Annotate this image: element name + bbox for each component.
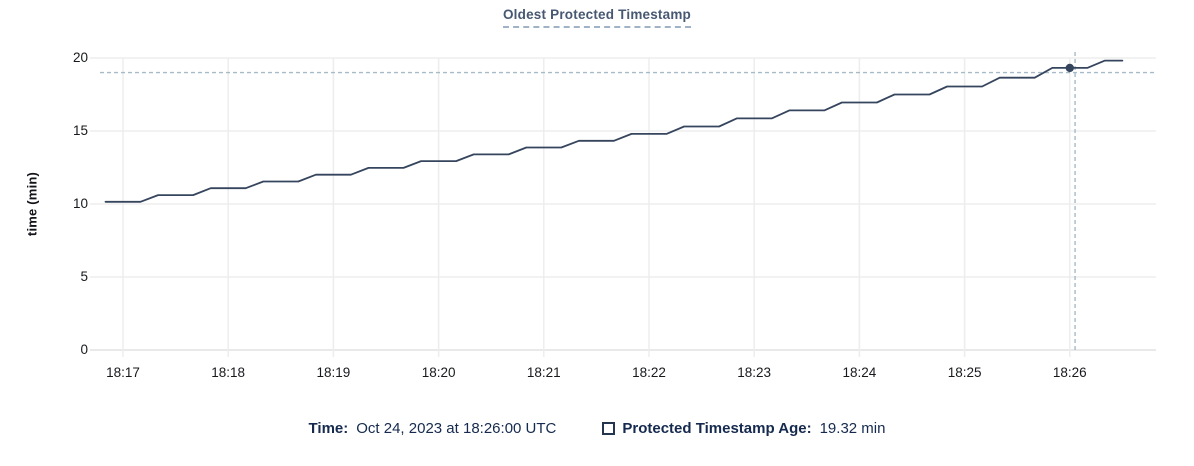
series-line [104, 59, 1124, 203]
y-tick-label: 15 [72, 123, 88, 138]
x-tick-label: 18:17 [106, 365, 140, 380]
legend-series-swatch-icon[interactable] [602, 422, 616, 435]
plot-area[interactable]: time (min) 0 5 10 15 20 18:17 18:18 18:19 18:20… [0, 0, 1194, 400]
chart-title-row: Oldest Protected Timestamp [0, 6, 1194, 28]
legend-series-item: Protected Timestamp Age: 19.32 min [602, 420, 885, 437]
x-tick-label: 18:20 [421, 365, 456, 380]
legend-time-value: Oct 24, 2023 at 18:26:00 UTC [356, 420, 557, 437]
chart-title[interactable]: Oldest Protected Timestamp [502, 7, 691, 28]
x-tick-label: 18:23 [737, 365, 772, 380]
x-tick-label: 18:22 [632, 365, 666, 380]
x-tick-label: 18:26 [1052, 365, 1087, 380]
legend-series-value: 19.32 min [819, 420, 886, 437]
y-tick-label: 20 [72, 50, 88, 65]
y-tick-label: 10 [72, 196, 88, 211]
legend-time-label: Time: [308, 420, 349, 437]
chart-legend: Time: Oct 24, 2023 at 18:26:00 UTC Prote… [0, 420, 1194, 437]
x-tick-label: 18:25 [947, 365, 982, 380]
x-tick-label: 18:19 [316, 365, 351, 380]
y-tick-label: 5 [80, 269, 88, 284]
y-axis-title: time (min) [24, 171, 40, 237]
line-chart-svg [90, 52, 1156, 357]
hover-point-dot [1065, 63, 1075, 73]
x-tick-label: 18:24 [842, 365, 877, 380]
x-tick-label: 18:21 [526, 365, 561, 380]
legend-series-label: Protected Timestamp Age: [622, 420, 812, 437]
x-tick-label: 18:18 [211, 365, 246, 380]
legend-time-item: Time: Oct 24, 2023 at 18:26:00 UTC [309, 420, 557, 437]
y-tick-label: 0 [80, 342, 88, 357]
